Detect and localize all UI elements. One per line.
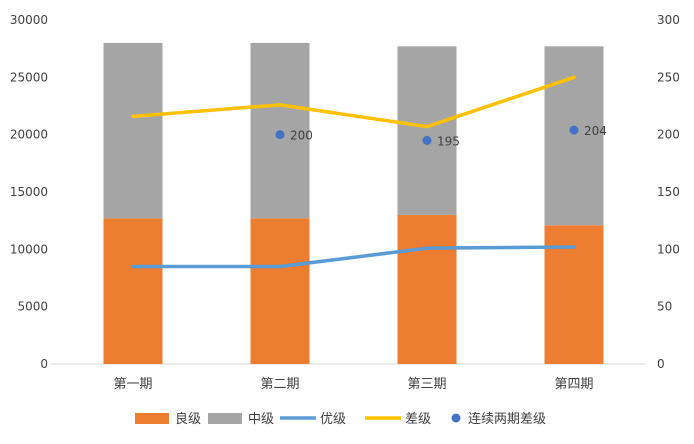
legend-swatch bbox=[135, 413, 169, 424]
right-axis: 0 50 100 150 200 250 300 bbox=[657, 13, 680, 371]
legend-label: 连续两期差级 bbox=[468, 411, 546, 427]
scatter-data-label: 200 bbox=[290, 129, 313, 143]
left-tick-label: 25000 bbox=[10, 70, 48, 84]
right-tick-label: 150 bbox=[657, 185, 680, 199]
category-label: 第一期 bbox=[113, 377, 152, 392]
left-tick-label: 30000 bbox=[10, 13, 48, 27]
bars bbox=[103, 42, 604, 364]
right-tick-label: 200 bbox=[657, 128, 680, 142]
right-tick-label: 250 bbox=[657, 70, 680, 84]
legend-label: 差级 bbox=[405, 412, 431, 427]
right-tick-label: 100 bbox=[657, 242, 680, 256]
left-tick-label: 5000 bbox=[17, 300, 48, 314]
lines bbox=[131, 75, 576, 269]
bar-liangji bbox=[250, 218, 310, 364]
x-axis-labels: 第一期 第二期 第三期 第四期 bbox=[113, 377, 593, 392]
legend-label: 良级 bbox=[175, 411, 201, 427]
category-label: 第二期 bbox=[260, 377, 299, 392]
scatter-data-label: 195 bbox=[437, 134, 460, 148]
bar-zhongji bbox=[103, 42, 163, 219]
scatter-point bbox=[422, 135, 432, 145]
bar-liangji bbox=[397, 214, 457, 364]
legend-swatch bbox=[451, 413, 461, 423]
left-axis: 0 5000 10000 15000 20000 25000 30000 bbox=[10, 13, 48, 371]
right-tick-label: 50 bbox=[657, 300, 672, 314]
legend: 良级 中级 优级 差级 连续两期差级 bbox=[135, 411, 546, 427]
line-youji bbox=[131, 245, 576, 269]
left-tick-label: 15000 bbox=[10, 185, 48, 199]
left-tick-label: 20000 bbox=[10, 128, 48, 142]
left-tick-label: 0 bbox=[40, 357, 48, 371]
bar-liangji bbox=[103, 218, 163, 364]
legend-swatch bbox=[208, 413, 242, 424]
right-tick-label: 300 bbox=[657, 13, 680, 27]
line-chaji bbox=[131, 75, 576, 129]
legend-label: 中级 bbox=[248, 412, 274, 427]
scatter-data-label: 204 bbox=[584, 124, 607, 138]
left-tick-label: 10000 bbox=[10, 242, 48, 256]
scatter-point bbox=[275, 130, 285, 140]
right-tick-label: 0 bbox=[657, 357, 665, 371]
scatter-points: 200 195 204 bbox=[275, 124, 607, 148]
legend-label: 优级 bbox=[320, 412, 346, 427]
scatter-point bbox=[569, 125, 579, 135]
category-label: 第三期 bbox=[407, 377, 446, 392]
category-label: 第四期 bbox=[554, 377, 593, 392]
bar-zhongji bbox=[397, 46, 457, 215]
